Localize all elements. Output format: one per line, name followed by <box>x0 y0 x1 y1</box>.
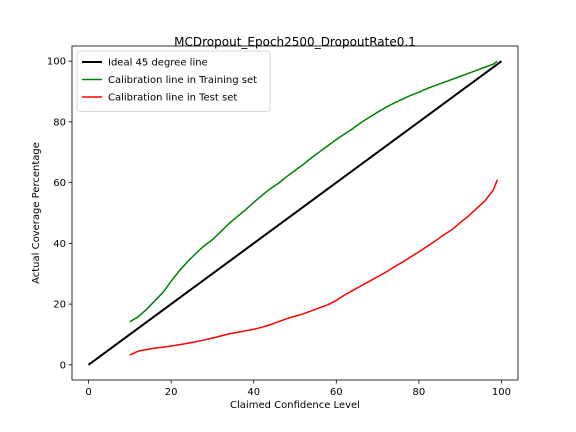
x-tick-label: 80 <box>413 387 426 398</box>
training-calibration-line <box>129 60 498 323</box>
legend-label: Calibration line in Training set <box>108 75 257 86</box>
test-calibration-line <box>129 179 499 356</box>
series-layer <box>87 60 503 366</box>
x-tick-label: 60 <box>330 387 343 398</box>
y-tick-label: 80 <box>53 117 66 128</box>
y-tick-label: 0 <box>60 360 66 371</box>
y-tick-label: 60 <box>53 178 66 189</box>
x-axis-label: Claimed Confidence Level <box>230 400 360 411</box>
y-tick-label: 20 <box>53 300 66 311</box>
y-tick-label: 100 <box>47 57 66 68</box>
plot-frame <box>71 45 519 381</box>
legend-label: Ideal 45 degree line <box>108 58 208 69</box>
ideal-line <box>87 60 503 366</box>
legend-label: Calibration line in Test set <box>108 93 237 104</box>
x-tick-label: 0 <box>85 387 91 398</box>
legend-frame <box>76 50 271 112</box>
x-tick-label: 40 <box>247 387 260 398</box>
x-tick-label: 20 <box>165 387 178 398</box>
legend: Ideal 45 degree line Calibration line in … <box>76 50 271 112</box>
ticks-layer: 0 20 40 60 80 100 0 20 40 60 80 100 <box>47 57 511 398</box>
y-axis-label: Actual Coverage Percentage <box>31 142 42 284</box>
y-tick-label: 40 <box>53 239 66 250</box>
chart-title: MCDropout_Epoch2500_DropoutRate0.1 <box>174 35 416 49</box>
x-tick-label: 100 <box>492 387 511 398</box>
